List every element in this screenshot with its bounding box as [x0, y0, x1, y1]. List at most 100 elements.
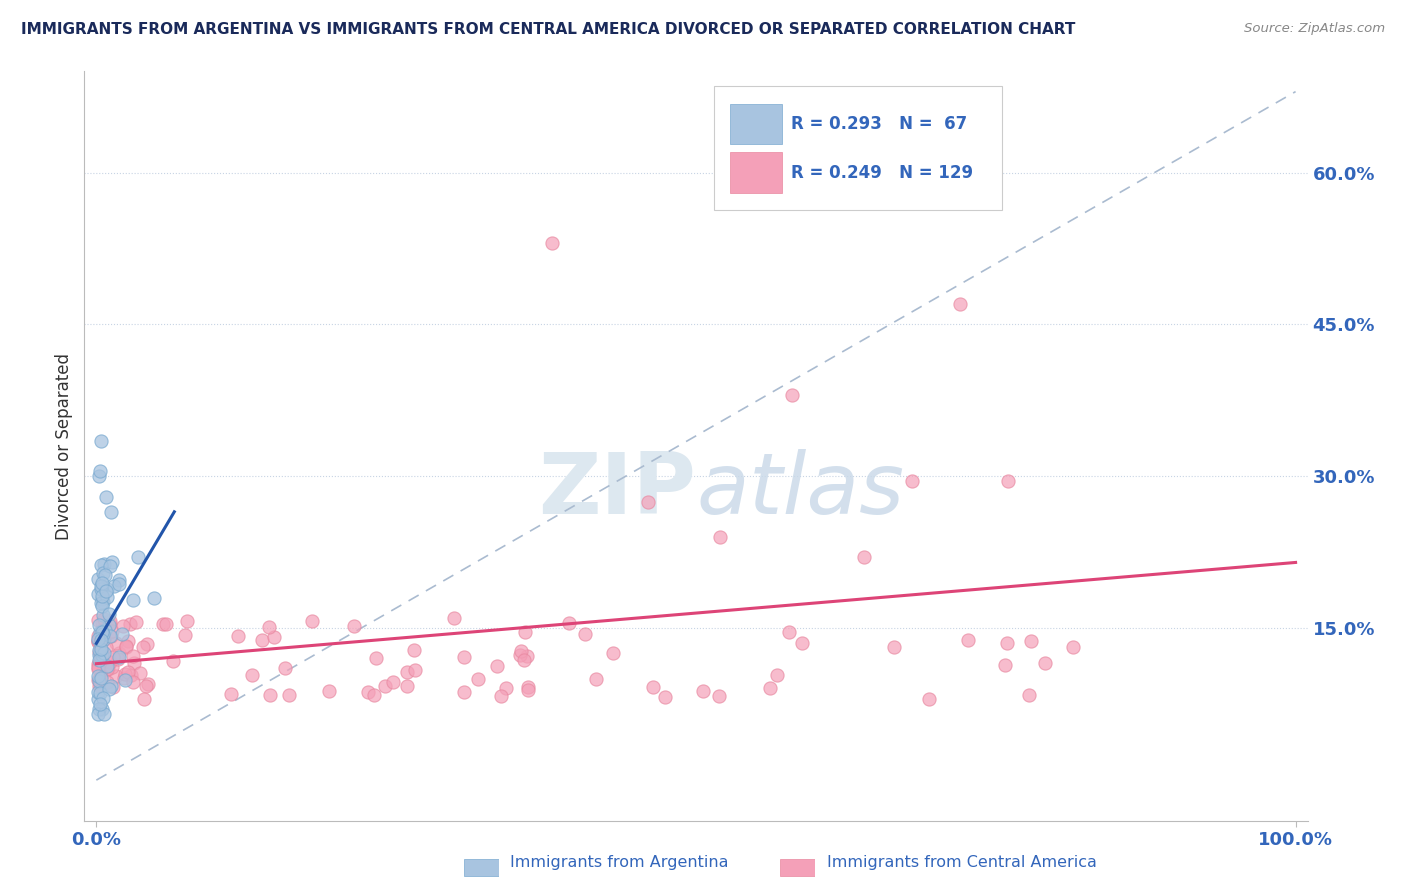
Point	[89, 697, 111, 711]
Point	[103, 680, 125, 694]
Point	[136, 637, 159, 651]
Point	[100, 659, 122, 673]
Text: IMMIGRANTS FROM ARGENTINA VS IMMIGRANTS FROM CENTRAL AMERICA DIVORCED OR SEPARAT: IMMIGRANTS FROM ARGENTINA VS IMMIGRANTS …	[21, 22, 1076, 37]
Point	[513, 653, 536, 667]
Point	[997, 475, 1019, 489]
Point	[86, 629, 108, 643]
Point	[97, 682, 120, 697]
Point	[93, 568, 115, 582]
Point	[467, 673, 489, 687]
Point	[259, 620, 281, 634]
Text: atlas: atlas	[696, 450, 904, 533]
Point	[101, 555, 124, 569]
Point	[87, 673, 110, 688]
Point	[404, 663, 426, 677]
FancyBboxPatch shape	[730, 103, 782, 144]
Point	[86, 572, 108, 586]
Point	[134, 691, 156, 706]
Point	[91, 566, 114, 581]
Point	[1019, 633, 1042, 648]
Point	[89, 630, 111, 644]
Point	[90, 668, 112, 682]
Point	[136, 677, 159, 691]
Point	[453, 684, 475, 698]
FancyBboxPatch shape	[714, 87, 1002, 210]
Point	[87, 643, 110, 657]
Point	[128, 665, 150, 680]
Point	[89, 648, 111, 663]
Point	[86, 684, 108, 698]
Point	[585, 672, 607, 686]
Point	[517, 680, 540, 694]
Point	[97, 617, 120, 632]
Point	[1018, 689, 1040, 703]
Point	[90, 582, 112, 596]
Point	[654, 690, 676, 705]
Point	[104, 669, 127, 683]
Point	[396, 665, 419, 680]
Point	[995, 636, 1018, 650]
Point	[86, 634, 108, 648]
Point	[152, 616, 174, 631]
Point	[86, 633, 108, 648]
Point	[103, 650, 125, 665]
Point	[318, 683, 340, 698]
Point	[541, 236, 564, 251]
Point	[86, 673, 108, 688]
Point	[94, 584, 117, 599]
Point	[707, 690, 730, 704]
Point	[87, 645, 110, 659]
Point	[96, 591, 118, 605]
Point	[89, 674, 111, 689]
Y-axis label: Divorced or Separated: Divorced or Separated	[55, 352, 73, 540]
Point	[108, 647, 131, 661]
Point	[509, 644, 531, 658]
Point	[142, 591, 165, 605]
Point	[98, 629, 121, 643]
Point	[641, 681, 664, 695]
Point	[108, 577, 131, 591]
Point	[100, 505, 122, 519]
Point	[402, 642, 425, 657]
Point	[301, 614, 323, 628]
Point	[111, 626, 134, 640]
Point	[89, 653, 111, 667]
Point	[121, 649, 143, 664]
Point	[91, 595, 114, 609]
Point	[90, 434, 112, 448]
Point	[87, 632, 110, 646]
Point	[155, 616, 177, 631]
Point	[91, 624, 114, 639]
Point	[162, 654, 184, 668]
Point	[90, 579, 112, 593]
Point	[263, 630, 285, 644]
Point	[91, 599, 114, 613]
Point	[93, 633, 115, 648]
Point	[101, 624, 124, 638]
Point	[122, 674, 145, 689]
Point	[602, 646, 624, 660]
Point	[883, 640, 905, 654]
Point	[363, 688, 385, 702]
Point	[90, 591, 112, 606]
Point	[558, 616, 581, 631]
Point	[86, 660, 108, 674]
Point	[117, 665, 139, 679]
Point	[93, 707, 115, 722]
Point	[89, 655, 111, 669]
Point	[176, 614, 198, 628]
Point	[87, 469, 110, 483]
Point	[274, 660, 297, 674]
Point	[949, 297, 972, 311]
Point	[93, 612, 115, 626]
Point	[453, 649, 475, 664]
Point	[114, 673, 136, 687]
Point	[91, 624, 114, 638]
Point	[100, 679, 122, 693]
Point	[1062, 640, 1084, 654]
Point	[98, 615, 121, 629]
Point	[486, 659, 509, 673]
Point	[86, 692, 108, 706]
Point	[96, 675, 118, 690]
Point	[100, 617, 122, 632]
